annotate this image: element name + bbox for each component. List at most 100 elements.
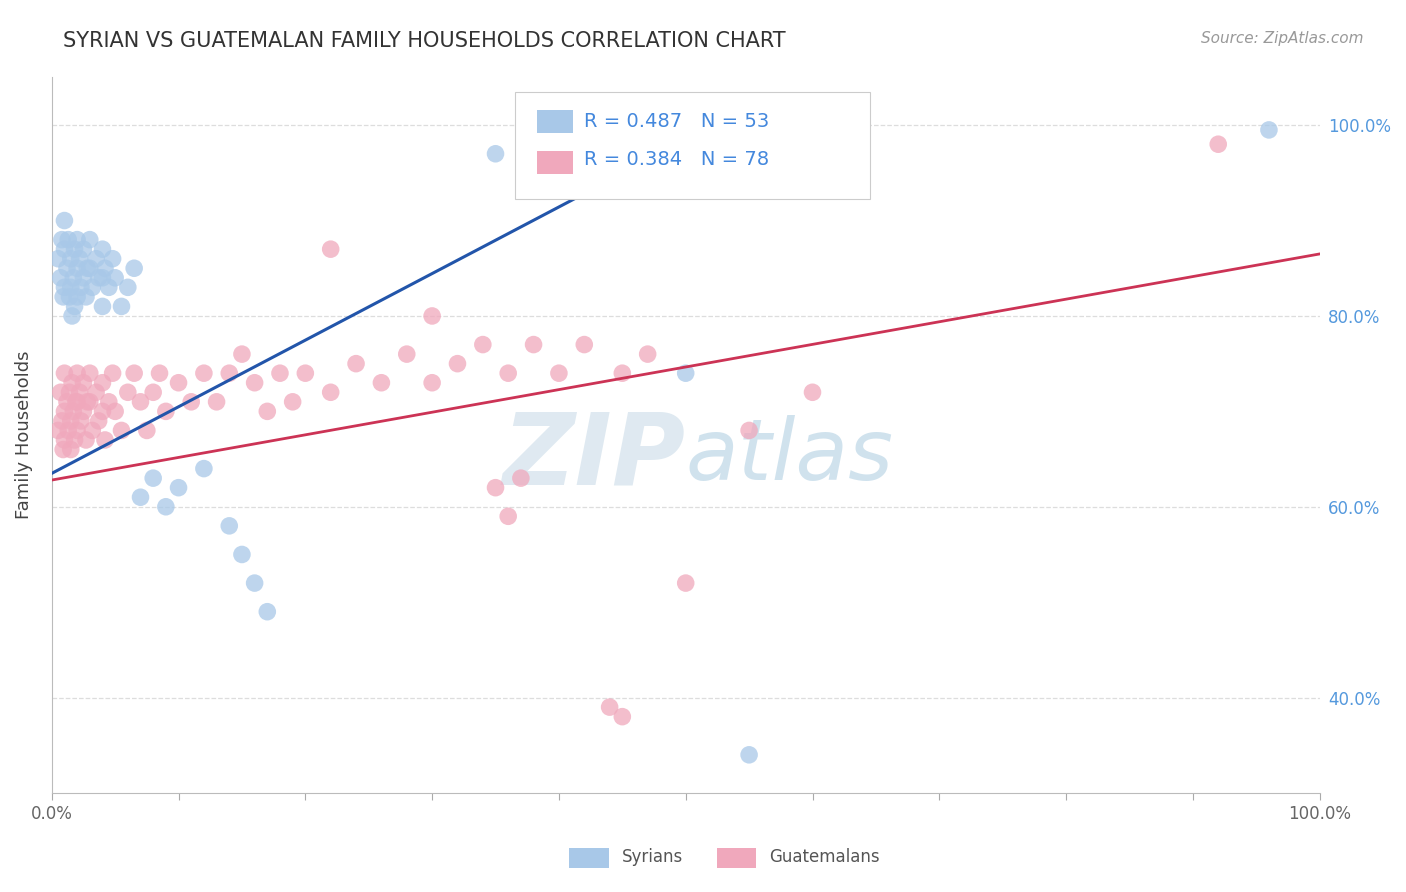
Point <box>56 261 79 276</box>
Point <box>167 481 190 495</box>
Point <box>79 261 101 276</box>
Point <box>91 300 114 314</box>
Point <box>117 280 139 294</box>
Point <box>370 376 392 390</box>
Point <box>231 347 253 361</box>
Point <box>58 290 80 304</box>
Point <box>484 146 506 161</box>
Point <box>218 519 240 533</box>
Point <box>104 270 127 285</box>
Point <box>344 357 367 371</box>
Point <box>49 385 72 400</box>
Point <box>69 385 91 400</box>
Point <box>59 414 82 428</box>
Point <box>75 433 97 447</box>
Point <box>52 442 75 457</box>
Point <box>205 394 228 409</box>
Point <box>142 385 165 400</box>
Point <box>53 433 76 447</box>
Point <box>117 385 139 400</box>
Point <box>218 366 240 380</box>
Point <box>72 270 94 285</box>
Point <box>94 433 117 447</box>
Point <box>256 605 278 619</box>
Point <box>87 270 110 285</box>
Point <box>72 376 94 390</box>
Point <box>675 366 697 380</box>
Point <box>91 270 114 285</box>
Point <box>496 366 519 380</box>
Point <box>56 394 79 409</box>
Point <box>49 270 72 285</box>
Point <box>66 261 89 276</box>
Point <box>58 424 80 438</box>
Point <box>62 404 84 418</box>
Point <box>91 242 114 256</box>
Point <box>135 424 157 438</box>
Text: SYRIAN VS GUATEMALAN FAMILY HOUSEHOLDS CORRELATION CHART: SYRIAN VS GUATEMALAN FAMILY HOUSEHOLDS C… <box>63 31 786 51</box>
Point <box>53 213 76 227</box>
Point <box>66 366 89 380</box>
Point <box>599 700 621 714</box>
Point <box>59 442 82 457</box>
Point <box>675 576 697 591</box>
Point <box>142 471 165 485</box>
Point <box>60 309 83 323</box>
Text: Source: ZipAtlas.com: Source: ZipAtlas.com <box>1201 31 1364 46</box>
Point <box>496 509 519 524</box>
Text: ZIP: ZIP <box>503 409 686 505</box>
Point <box>574 337 596 351</box>
Point <box>101 252 124 266</box>
Point <box>69 252 91 266</box>
Point <box>110 300 132 314</box>
Point <box>167 376 190 390</box>
Point <box>1206 137 1229 152</box>
Point <box>104 404 127 418</box>
Point <box>82 424 104 438</box>
Point <box>193 461 215 475</box>
Point <box>51 233 73 247</box>
Point <box>110 424 132 438</box>
Point <box>256 404 278 418</box>
Text: Syrians: Syrians <box>621 848 683 866</box>
Point <box>66 290 89 304</box>
Point <box>63 433 86 447</box>
Point <box>294 366 316 380</box>
Point <box>82 280 104 294</box>
Point <box>65 394 87 409</box>
Point <box>243 376 266 390</box>
Point <box>60 376 83 390</box>
Point <box>75 290 97 304</box>
Point <box>59 280 82 294</box>
Point <box>801 385 824 400</box>
Point <box>522 337 544 351</box>
Point <box>76 261 98 276</box>
Point <box>1258 123 1281 137</box>
Text: Guatemalans: Guatemalans <box>769 848 880 866</box>
FancyBboxPatch shape <box>537 111 572 133</box>
Point <box>94 261 117 276</box>
Point <box>84 385 107 400</box>
Point <box>148 366 170 380</box>
Point <box>420 376 443 390</box>
Text: atlas: atlas <box>686 415 894 498</box>
Point <box>281 394 304 409</box>
Point <box>637 347 659 361</box>
Point <box>76 394 98 409</box>
Point <box>97 394 120 409</box>
Point <box>70 280 93 294</box>
Point <box>79 233 101 247</box>
Point <box>122 261 145 276</box>
Point <box>58 385 80 400</box>
Y-axis label: Family Households: Family Households <box>15 351 32 519</box>
Point <box>509 471 531 485</box>
Point <box>66 233 89 247</box>
Point <box>63 300 86 314</box>
Point <box>484 481 506 495</box>
Point <box>91 376 114 390</box>
Point <box>269 366 291 380</box>
Point <box>446 357 468 371</box>
Point <box>97 280 120 294</box>
Point <box>84 252 107 266</box>
Point <box>79 394 101 409</box>
